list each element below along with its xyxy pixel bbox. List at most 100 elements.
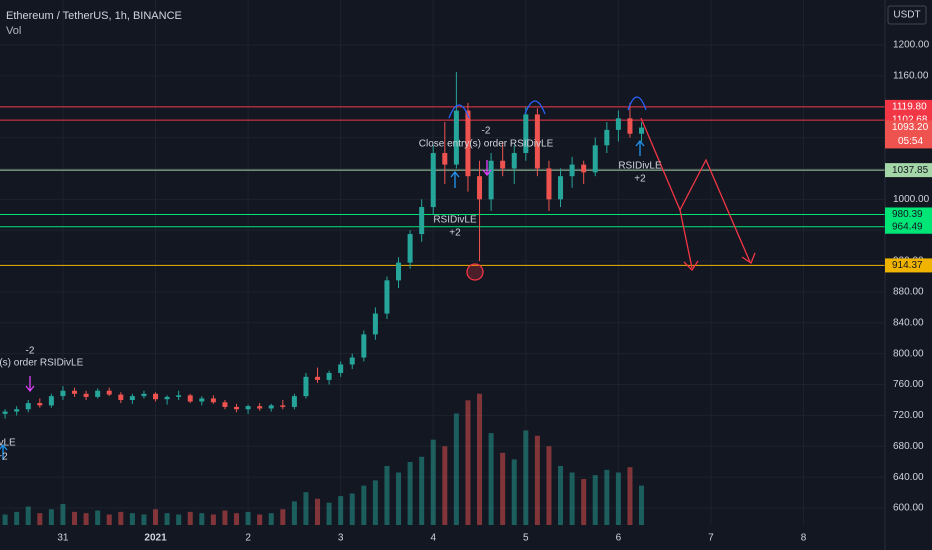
volume-bar	[60, 504, 66, 525]
level-label-bg	[885, 163, 932, 178]
candle-body	[500, 160, 506, 169]
candle-body	[14, 409, 20, 412]
volume-bar	[48, 509, 54, 525]
volume-bar	[141, 514, 147, 525]
volume-bar	[604, 469, 610, 525]
candle-body	[118, 394, 124, 400]
volume-bar	[500, 452, 506, 525]
volume-bar	[2, 514, 8, 525]
sell-arrow	[25, 376, 35, 393]
volume-bar	[257, 514, 263, 525]
sell-arrow	[482, 160, 492, 177]
volume-label: Vol	[6, 25, 21, 37]
volume-bar	[511, 459, 517, 525]
level-label: 914.37	[892, 260, 923, 271]
candle-body	[222, 402, 228, 407]
volume-bar	[349, 493, 355, 525]
candle-body	[465, 110, 471, 177]
candle-body	[2, 411, 8, 414]
volume-bar	[442, 446, 448, 525]
volume-bar	[615, 472, 621, 525]
volume-bar	[129, 513, 135, 525]
level-label-bg	[885, 99, 932, 114]
chart-title: Ethereum / TetherUS, 1h, BINANCE	[6, 10, 182, 22]
volume-bar	[361, 485, 367, 525]
candles	[2, 72, 645, 419]
candle-body	[176, 395, 182, 397]
candle-body	[372, 313, 378, 335]
candle-body	[639, 127, 645, 134]
volume-bar	[569, 472, 575, 525]
volume-bar	[465, 400, 471, 525]
low-circle	[466, 263, 484, 281]
candle-body	[419, 207, 425, 235]
annotation: RSIDivLE	[433, 215, 477, 226]
volume-bar	[546, 446, 552, 525]
volume-bar	[25, 506, 31, 525]
volume-bar	[523, 430, 529, 525]
candle-body	[592, 145, 598, 173]
candle-body	[37, 403, 43, 406]
candle-body	[106, 390, 112, 395]
candle-body	[60, 390, 66, 397]
volume-bar	[83, 513, 89, 525]
currency[interactable]: USDT	[893, 10, 920, 21]
currency-button[interactable]	[887, 5, 927, 25]
volume-bar	[37, 513, 43, 525]
annotation: RSIDivLE	[0, 438, 16, 449]
level-label: 1037.85	[892, 165, 929, 176]
annotation: -2	[482, 126, 491, 137]
candle-body	[303, 376, 309, 397]
x-tick-label: 5	[523, 533, 529, 544]
volume-bar	[106, 514, 112, 525]
candle-body	[326, 372, 332, 380]
candle-body	[234, 406, 240, 410]
volume-bar	[118, 511, 124, 525]
y-tick-label: 640.00	[893, 472, 924, 483]
volume-bar	[639, 485, 645, 525]
volume-bar	[627, 467, 633, 525]
y-tick-label: 720.00	[893, 410, 924, 421]
candle-body	[187, 395, 193, 402]
last-price-label: 1093.20	[892, 122, 929, 133]
x-tick-label: 2021	[144, 533, 167, 544]
candle-body	[627, 118, 633, 134]
candle-body	[396, 262, 402, 281]
forecast-arrowhead	[741, 252, 756, 264]
annotation: RSIDivLE	[618, 161, 662, 172]
y-tick-label: 800.00	[893, 348, 924, 359]
volume-bar	[407, 462, 413, 525]
price-axis	[885, 0, 932, 550]
volume-bar	[280, 509, 286, 525]
candle-body	[268, 405, 274, 409]
candle-body	[280, 405, 286, 407]
y-tick-label: 840.00	[893, 317, 924, 328]
candle-body	[615, 118, 621, 130]
volume-bar	[303, 492, 309, 525]
volume-bar	[534, 435, 540, 525]
x-tick-label: 7	[708, 533, 714, 544]
candle-body	[581, 164, 587, 173]
x-tick-label: 3	[338, 533, 344, 544]
volume-bar	[164, 513, 170, 525]
volume-bar	[268, 513, 274, 525]
candle-body	[129, 396, 135, 400]
candle-body	[199, 398, 205, 402]
volume-bar	[326, 502, 332, 525]
volume-pane	[2, 393, 645, 525]
volume-bar	[187, 511, 193, 525]
forecast-path	[679, 209, 693, 269]
candle-body	[511, 153, 517, 169]
volume-bar	[419, 456, 425, 525]
x-tick-label: 8	[801, 533, 807, 544]
annotation: +2	[449, 228, 461, 239]
y-tick-label: 1160.00	[893, 71, 929, 82]
candle-body	[210, 398, 216, 403]
volume-bar	[210, 514, 216, 525]
x-tick-label: 6	[616, 533, 622, 544]
candle-body	[72, 390, 78, 394]
candle-body	[83, 393, 89, 397]
volume-bar	[453, 413, 459, 525]
